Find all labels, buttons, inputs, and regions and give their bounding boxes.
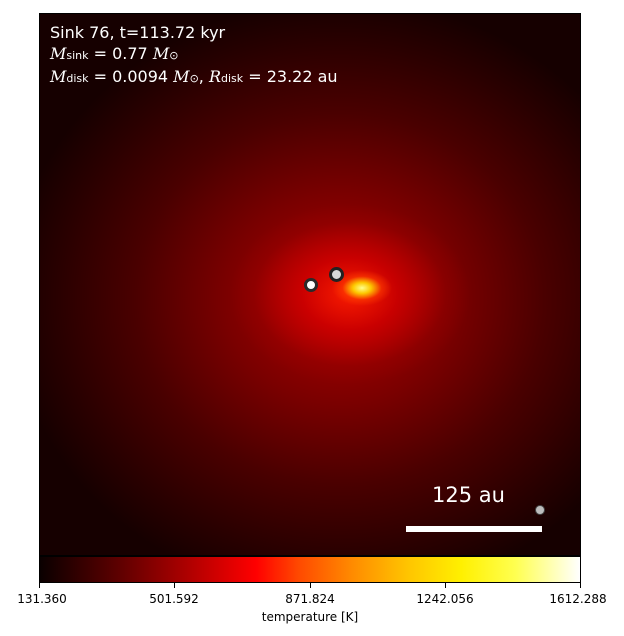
colorbar-tick-label: 131.360: [17, 592, 67, 606]
sink-marker-secondary: [329, 267, 344, 282]
colorbar-tick: [445, 583, 446, 588]
colorbar-tick: [310, 583, 311, 588]
sink-marker-primary: [304, 278, 318, 292]
disk-properties-label: Mdisk = 0.0094 M⊙, Rdisk = 23.22 au: [50, 67, 338, 86]
colorbar-tick-label: 1242.056: [416, 592, 474, 606]
colorbar-label: temperature [K]: [261, 610, 359, 624]
scale-bar-label: 125 au: [432, 483, 505, 507]
colorbar: [39, 556, 581, 583]
temperature-map: Sink 76, t=113.72 kyr Msink = 0.77 M⊙ Md…: [39, 13, 581, 556]
colorbar-tick: [174, 583, 175, 588]
colorbar-tick: [580, 583, 581, 588]
sink-marker-distant: [535, 505, 545, 515]
sink-time-label: Sink 76, t=113.72 kyr: [50, 23, 226, 42]
colorbar-tick-label: 501.592: [149, 592, 199, 606]
info-text: Sink 76, t=113.72 kyr Msink = 0.77 M⊙ Md…: [50, 22, 338, 89]
scale-bar: [406, 526, 542, 532]
colorbar-tick-label: 1612.288: [549, 592, 607, 606]
sink-mass-label: Msink = 0.77 M⊙: [50, 44, 179, 63]
colorbar-tick: [39, 583, 40, 588]
colorbar-tick-label: 871.824: [285, 592, 335, 606]
